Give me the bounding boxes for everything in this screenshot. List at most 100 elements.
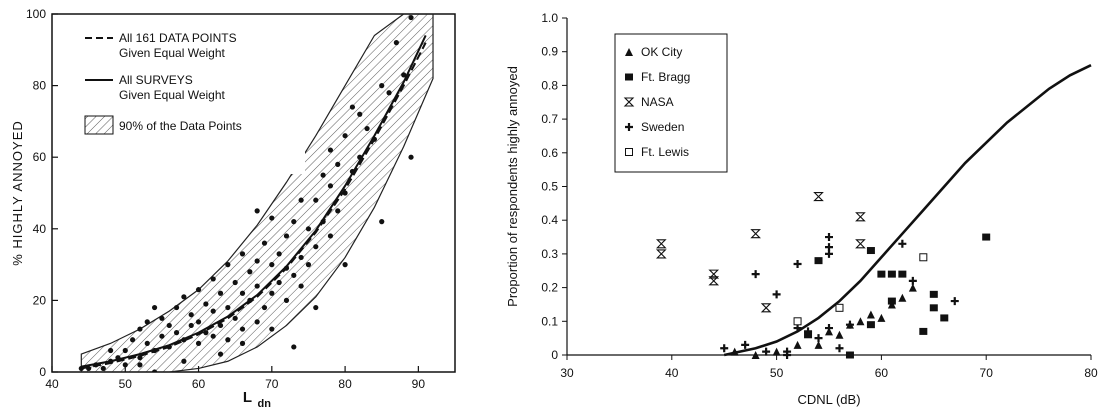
- data-point-triangle: [877, 313, 886, 322]
- data-point: [239, 290, 246, 296]
- y-axis-label: % HIGHLY ANNOYED: [10, 120, 25, 266]
- data-point: [159, 333, 165, 339]
- legend-label: Ft. Lewis: [641, 145, 689, 159]
- data-point: [130, 337, 136, 343]
- data-point: [298, 254, 304, 261]
- data-point: [386, 90, 392, 96]
- x-tick-label: 70: [980, 366, 994, 380]
- y-tick-label: 40: [33, 222, 47, 236]
- data-point-square: [929, 290, 938, 298]
- y-axis-label: Proportion of respondents highly annoyed: [505, 66, 520, 307]
- y-tick-label: 0.1: [541, 314, 558, 328]
- curve-all-surveys: [81, 35, 427, 368]
- y-tick-label: 0: [39, 365, 46, 379]
- y-tick-label: 1.0: [541, 11, 558, 25]
- data-point: [217, 290, 224, 296]
- data-point-hourglass: [655, 239, 667, 249]
- data-point: [379, 83, 385, 89]
- legend-label: NASA: [641, 95, 674, 109]
- data-point-square: [929, 304, 938, 312]
- data-point: [137, 326, 143, 332]
- data-point-triangle: [772, 347, 781, 356]
- legend-hatch-sample: [84, 115, 114, 135]
- x-axis-label: CDNL (dB): [797, 392, 860, 407]
- data-point: [173, 330, 180, 336]
- data-point: [151, 304, 158, 311]
- x-tick-label: 50: [119, 377, 133, 391]
- data-point-plus: [825, 324, 833, 333]
- data-point: [283, 297, 290, 303]
- data-point: [269, 326, 275, 332]
- data-point-square: [814, 257, 823, 265]
- y-tick-label: 0.6: [541, 146, 558, 160]
- data-point: [342, 133, 348, 139]
- data-point: [137, 362, 143, 368]
- data-point-hourglass: [855, 212, 866, 222]
- data-point-plus: [762, 347, 771, 356]
- data-point: [269, 290, 275, 296]
- data-point-square: [866, 321, 875, 329]
- x-tick-label: 50: [770, 366, 784, 380]
- data-point: [291, 219, 297, 225]
- data-point-open-square: [793, 317, 802, 326]
- data-point: [232, 315, 238, 321]
- y-tick-label: 100: [26, 7, 46, 21]
- data-point: [276, 279, 282, 286]
- data-point-triangle: [793, 340, 802, 349]
- data-point: [298, 197, 304, 203]
- data-point-hourglass: [760, 303, 772, 313]
- data-point: [144, 319, 150, 325]
- data-point: [261, 240, 268, 246]
- data-point: [203, 330, 209, 336]
- data-point-plus: [835, 344, 844, 353]
- right-chart-svg: 30 40 50 60 70 80 0 0.1 0.2 0.3 0.4 0.5 0.6 0.7 0.8 0.9…: [505, 11, 1098, 407]
- data-point-square: [887, 270, 896, 278]
- left-legend-bg: [73, 24, 305, 174]
- data-point: [188, 322, 194, 329]
- data-point: [225, 304, 231, 311]
- data-point: [203, 301, 209, 307]
- data-point: [239, 326, 246, 332]
- x-tick-label: 90: [412, 377, 426, 391]
- legend-label: All 161 DATA POINTS: [119, 31, 237, 45]
- y-tick-label: 20: [33, 293, 47, 307]
- data-point-square: [877, 270, 886, 278]
- data-point: [401, 72, 407, 78]
- x-tick-label: 80: [1084, 366, 1098, 380]
- data-point-hourglass: [750, 229, 761, 239]
- data-point: [305, 226, 312, 232]
- data-point: [291, 344, 297, 350]
- data-point-plus: [825, 243, 833, 252]
- data-point-hourglass: [708, 276, 720, 286]
- data-point: [342, 262, 348, 268]
- data-point: [327, 147, 334, 153]
- data-point-plus: [845, 320, 854, 329]
- data-point: [181, 294, 187, 300]
- data-point: [305, 262, 312, 268]
- data-point: [357, 111, 363, 117]
- data-point: [100, 365, 106, 372]
- x-axis-label: L: [243, 389, 252, 406]
- data-point-triangle: [866, 310, 875, 319]
- data-point: [335, 208, 341, 214]
- legend-label: OK City: [641, 45, 682, 59]
- data-point-triangle: [835, 330, 844, 339]
- right-legend-box: [614, 33, 728, 173]
- data-point: [166, 322, 172, 329]
- data-point-square: [898, 270, 907, 278]
- data-point-square: [887, 297, 896, 305]
- data-point-plus: [793, 324, 802, 333]
- data-point: [108, 347, 114, 354]
- data-point: [254, 283, 260, 289]
- data-point: [247, 269, 253, 275]
- data-point: [254, 319, 260, 325]
- data-point-plus: [825, 233, 833, 242]
- data-point: [239, 340, 246, 346]
- legend-label: All SURVEYS: [119, 73, 193, 87]
- y-tick-label: 0.3: [541, 247, 558, 261]
- data-point: [393, 40, 399, 46]
- legend-marker-plus: [625, 123, 633, 131]
- data-point: [254, 208, 260, 214]
- y-tick-label: 0.4: [541, 213, 558, 227]
